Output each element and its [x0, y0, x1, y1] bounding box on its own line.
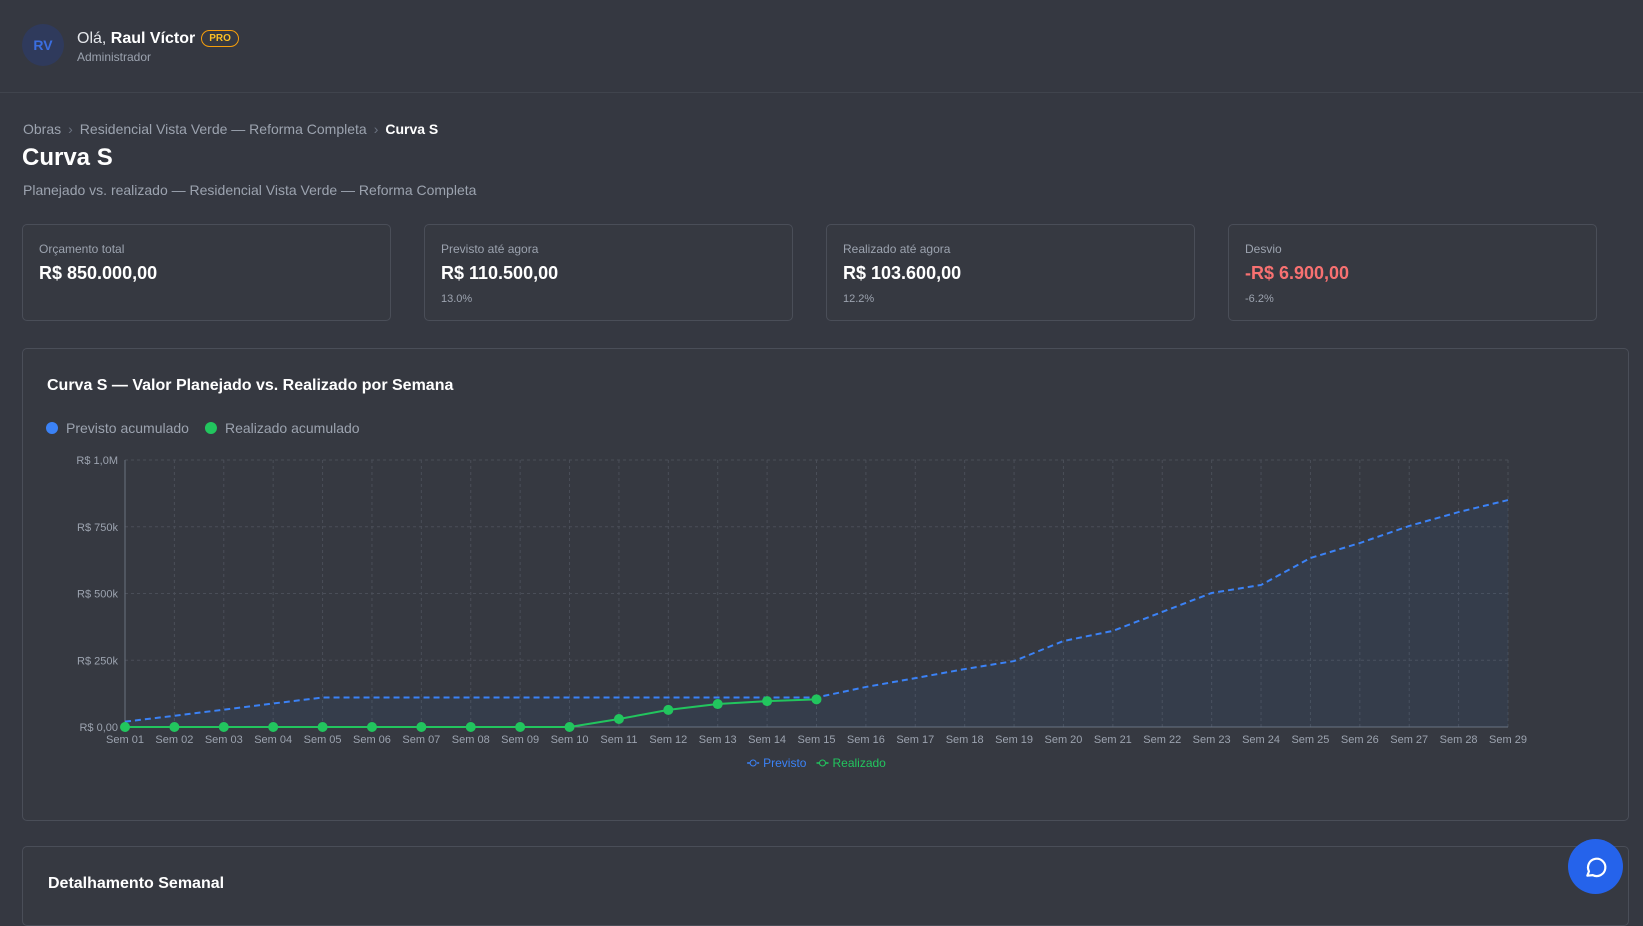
x-tick-label: Sem 08 — [452, 734, 490, 746]
point — [120, 722, 130, 732]
point — [317, 722, 328, 732]
x-tick-label: Sem 02 — [155, 734, 193, 746]
page-subtitle: Planejado vs. realizado — Residencial Vi… — [23, 182, 477, 198]
chart-panel: Curva S — Valor Planejado vs. Realizado … — [22, 348, 1629, 821]
crumb-sep: › — [373, 121, 379, 137]
x-tick-label: Sem 13 — [699, 734, 737, 746]
x-tick-label: Sem 14 — [748, 734, 786, 746]
x-tick-label: Sem 21 — [1094, 734, 1132, 746]
card-value: R$ 850.000,00 — [39, 263, 158, 283]
y-tick-label: R$ 1,0M — [76, 455, 118, 467]
x-tick-label: Sem 04 — [254, 734, 292, 746]
card: Previsto até agora R$ 110.500,00 13.0% — [424, 224, 793, 321]
y-tick-label: R$ 750k — [77, 522, 118, 534]
point — [712, 699, 723, 710]
point — [465, 722, 476, 732]
x-tick-label: Sem 07 — [402, 734, 440, 746]
x-tick-label: Sem 05 — [304, 734, 342, 746]
x-tick-label: Sem 19 — [995, 734, 1033, 746]
x-tick-label: Sem 15 — [798, 734, 836, 746]
card: Orçamento total R$ 850.000,00 — [22, 224, 391, 321]
user-role: Administrador — [77, 50, 152, 64]
card-label: Orçamento total — [39, 242, 125, 256]
point — [663, 704, 674, 715]
y-tick-label: R$ 250k — [77, 655, 118, 667]
x-tick-label: Sem 16 — [847, 734, 885, 746]
chat-icon — [1585, 857, 1606, 877]
x-tick-label: Sem 11 — [600, 734, 637, 746]
x-tick-label: Sem 26 — [1341, 734, 1379, 746]
card-value: R$ 110.500,00 — [441, 263, 559, 283]
x-tick-label: Sem 28 — [1440, 734, 1478, 746]
header: RV Olá, Raul Víctor PRO Administrador — [0, 0, 1643, 93]
card-label: Previsto até agora — [441, 242, 539, 256]
x-tick-label: Sem 10 — [551, 734, 589, 746]
breadcrumb: Obras › Residencial Vista Verde — Reforma … — [23, 121, 438, 137]
bottom-legend: Previsto Realizado — [747, 756, 886, 770]
point — [811, 694, 822, 705]
x-tick-label: Sem 18 — [946, 734, 984, 746]
chat-button[interactable] — [1568, 839, 1623, 894]
card-sub: 12.2% — [843, 293, 875, 305]
x-tick-label: Sem 06 — [353, 734, 391, 746]
point — [169, 722, 180, 732]
x-tick-label: Sem 25 — [1291, 734, 1329, 746]
table-panel — [22, 846, 1629, 926]
card-value: -R$ 6.900,00 — [1245, 263, 1350, 283]
crumb-link[interactable]: Residencial Vista Verde — Reforma Comple… — [79, 121, 367, 137]
point — [416, 722, 427, 732]
crumb-current: Curva S — [385, 121, 439, 137]
crumb-sep: › — [68, 121, 73, 137]
card-sub: 13.0% — [441, 293, 473, 305]
legend-label: Previsto — [763, 756, 807, 770]
page-title: Curva S — [22, 144, 113, 171]
user-name: Raul Víctor — [110, 30, 196, 47]
card-label: Realizado até agora — [843, 242, 951, 256]
card: Desvio -R$ 6.900,00 -6.2% — [1228, 224, 1597, 321]
point — [268, 722, 279, 732]
x-tick-label: Sem 09 — [501, 734, 539, 746]
x-tick-label: Sem 20 — [1045, 734, 1083, 746]
avatar[interactable]: RV — [22, 24, 64, 66]
point — [366, 722, 377, 732]
point — [515, 722, 526, 732]
legend-dot — [204, 422, 217, 434]
greeting: Olá, Raul Víctor PRO — [77, 30, 239, 48]
pro-badge: PRO — [201, 30, 239, 47]
x-tick-label: Sem 27 — [1390, 734, 1428, 746]
point — [762, 696, 773, 707]
legend-label: Realizado — [832, 756, 886, 770]
area — [125, 500, 1508, 727]
card-sub: -6.2% — [1245, 293, 1274, 305]
card-value: R$ 103.600,00 — [843, 263, 962, 283]
legend-marker — [818, 759, 826, 767]
chart: Curva S — Valor Planejado vs. Realizado … — [46, 377, 1527, 770]
y-tick-label: R$ 0,00 — [79, 722, 118, 734]
x-tick-label: Sem 23 — [1193, 734, 1231, 746]
point — [613, 713, 624, 724]
point — [218, 722, 229, 732]
greeting-text: Olá, — [77, 30, 107, 47]
crumb-link[interactable]: Obras — [23, 121, 62, 137]
card: Realizado até agora R$ 103.600,00 12.2% — [826, 224, 1195, 321]
legend-marker — [749, 759, 757, 767]
x-tick-label: Sem 17 — [896, 734, 934, 746]
legend-label: Previsto acumulado — [66, 420, 189, 436]
y-tick-label: R$ 500k — [77, 589, 118, 601]
x-tick-label: Sem 12 — [649, 734, 687, 746]
legend-label: Realizado acumulado — [225, 420, 360, 436]
legend-dot — [46, 422, 58, 434]
section-title: Detalhamento Semanal — [48, 875, 225, 892]
point — [564, 722, 575, 732]
x-tick-label: Sem 22 — [1143, 734, 1181, 746]
card-label: Desvio — [1245, 242, 1282, 256]
x-tick-label: Sem 29 — [1489, 734, 1527, 746]
x-tick-label: Sem 03 — [205, 734, 243, 746]
x-tick-label: Sem 01 — [106, 734, 144, 746]
x-tick-label: Sem 24 — [1242, 734, 1280, 746]
chart-title: Curva S — Valor Planejado vs. Realizado … — [47, 377, 453, 394]
